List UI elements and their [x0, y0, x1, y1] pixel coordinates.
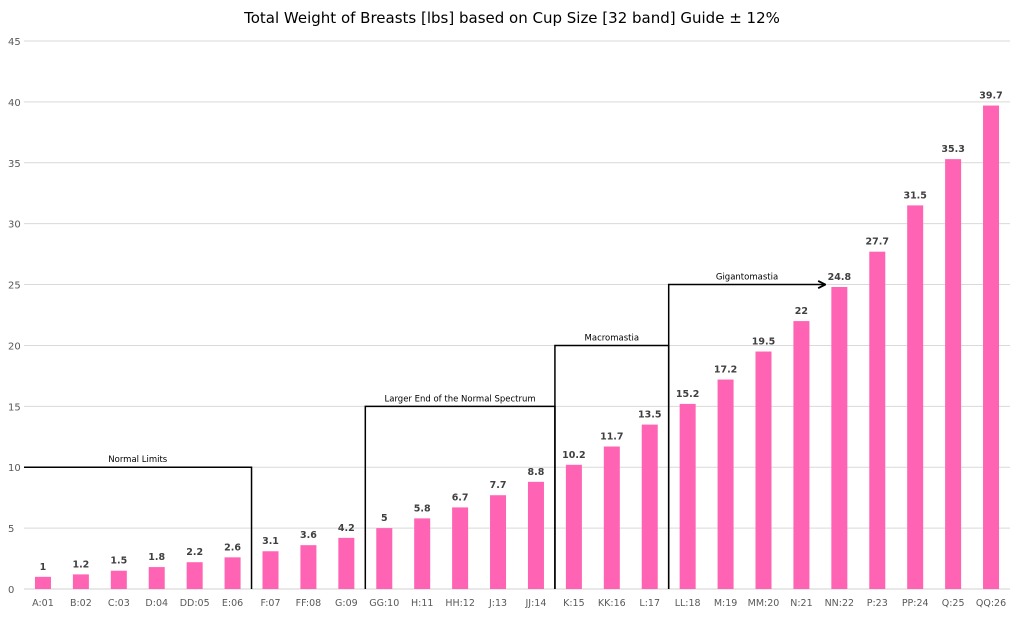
bar-LL:18 [679, 403, 696, 589]
annotation-label: Gigantomastia [716, 273, 778, 283]
data-label: 31.5 [903, 190, 926, 201]
bar-NN:22 [831, 286, 848, 589]
x-tick-label: LL:18 [675, 598, 701, 609]
bar-Q:25 [945, 159, 962, 589]
data-label: 15.2 [676, 389, 699, 400]
y-tick-label: 20 [8, 341, 21, 352]
y-tick-label: 15 [8, 402, 21, 413]
data-label: 39.7 [979, 91, 1002, 102]
bracket-gigantomastia [667, 285, 826, 589]
data-label: 27.7 [866, 237, 889, 248]
x-tick-label: JJ:14 [525, 598, 547, 609]
bar-FF:08 [300, 545, 317, 589]
x-tick-label: D:04 [145, 598, 168, 609]
x-tick-label: PP:24 [902, 598, 929, 609]
bar-D:04 [148, 567, 165, 589]
bar-A:01 [34, 576, 51, 589]
data-label: 11.7 [600, 432, 623, 443]
x-tick-label: QQ:26 [976, 598, 1006, 609]
annotation-label: Macromastia [585, 333, 640, 343]
x-tick-label: N:21 [790, 598, 812, 609]
data-label: 3.1 [262, 536, 279, 547]
x-tick-label: KK:16 [598, 598, 626, 609]
bar-P:23 [869, 251, 886, 590]
y-tick-label: 45 [8, 37, 21, 48]
data-label: 17.2 [714, 365, 737, 376]
bar-DD:05 [186, 562, 203, 589]
x-tick-label: Q:25 [942, 598, 965, 609]
y-tick-label: 35 [8, 159, 21, 170]
bar-C:03 [110, 570, 127, 589]
bar-B:02 [72, 574, 89, 589]
data-label: 5 [381, 513, 388, 524]
data-label: 19.5 [752, 337, 775, 348]
bar-JJ:14 [527, 481, 544, 589]
bar-HH:12 [452, 507, 469, 589]
bar-M:19 [717, 379, 734, 589]
data-label: 8.8 [528, 467, 545, 478]
data-label: 5.8 [414, 503, 431, 514]
bar-J:13 [490, 495, 507, 589]
bar-L:17 [641, 424, 658, 589]
x-tick-label: L:17 [639, 598, 660, 609]
bar-N:21 [793, 321, 810, 589]
y-tick-label: 5 [8, 524, 14, 535]
data-label: 13.5 [638, 410, 661, 421]
x-tick-label: A:01 [32, 598, 54, 609]
x-tick-label: J:13 [488, 598, 507, 609]
x-tick-label: G:09 [335, 598, 358, 609]
x-tick-label: F:07 [260, 598, 280, 609]
y-tick-label: 10 [8, 463, 21, 474]
bar-K:15 [565, 464, 582, 589]
data-label: 2.2 [186, 547, 203, 558]
data-label: 1.5 [110, 556, 127, 567]
y-tick-label: 25 [8, 281, 21, 292]
x-tick-label: NN:22 [825, 598, 855, 609]
data-label: 22 [795, 306, 808, 317]
y-tick-label: 30 [8, 220, 21, 231]
chart-title: Total Weight of Breasts [lbs] based on C… [243, 9, 780, 27]
data-label: 1.8 [148, 552, 165, 563]
bar-F:07 [262, 551, 279, 589]
x-tick-label: DD:05 [180, 598, 210, 609]
x-tick-label: E:06 [222, 598, 243, 609]
data-label: 3.6 [300, 530, 317, 541]
annotation-label: Larger End of the Normal Spectrum [385, 394, 536, 404]
bar-QQ:26 [983, 105, 1000, 589]
data-label: 35.3 [941, 144, 964, 155]
annotation-label: Normal Limits [108, 455, 168, 465]
bar-GG:10 [376, 528, 393, 589]
x-tick-label: HH:12 [445, 598, 475, 609]
bar-G:09 [338, 537, 355, 589]
data-label: 10.2 [562, 450, 585, 461]
data-label: 2.6 [224, 542, 241, 553]
bar-KK:16 [603, 446, 620, 589]
bar-H:11 [414, 518, 431, 589]
bar-E:06 [224, 557, 241, 589]
x-tick-label: C:03 [108, 598, 130, 609]
x-tick-label: MM:20 [748, 598, 780, 609]
bar-MM:20 [755, 351, 772, 589]
x-tick-label: P:23 [867, 598, 888, 609]
data-label: 4.2 [338, 523, 355, 534]
x-tick-label: M:19 [714, 598, 738, 609]
y-tick-label: 40 [8, 98, 21, 109]
data-label: 7.7 [490, 480, 507, 491]
x-tick-label: GG:10 [369, 598, 399, 609]
bar-PP:24 [907, 205, 924, 589]
x-tick-label: FF:08 [296, 598, 321, 609]
data-label: 6.7 [452, 492, 469, 503]
x-tick-label: H:11 [411, 598, 433, 609]
x-tick-label: K:15 [563, 598, 585, 609]
data-label: 1 [40, 562, 47, 573]
data-label: 1.2 [72, 559, 89, 570]
bracket-normal-limits [24, 466, 253, 589]
y-tick-label: 0 [8, 585, 14, 596]
x-tick-label: B:02 [70, 598, 92, 609]
data-label: 24.8 [828, 272, 852, 283]
